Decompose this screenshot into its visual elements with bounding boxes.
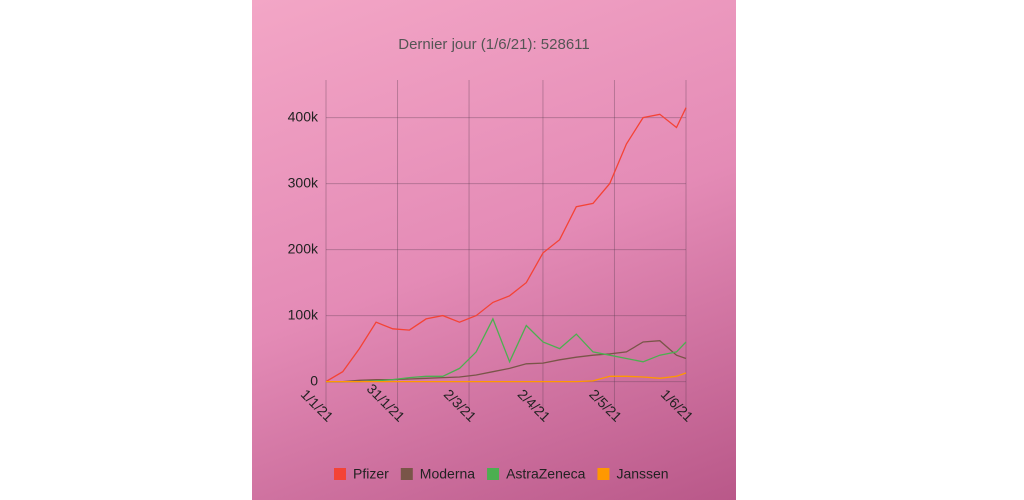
y-tick-label: 200k — [288, 240, 319, 256]
y-tick-label: 300k — [288, 174, 319, 190]
x-tick-label: 2/3/21 — [441, 386, 480, 425]
series-line — [326, 340, 687, 383]
phone-panel — [252, 0, 736, 500]
legend-label: Janssen — [616, 466, 668, 482]
x-tick-label: 31/1/21 — [364, 380, 408, 424]
x-tick-label: 1/6/21 — [658, 386, 697, 425]
legend-swatch — [487, 468, 500, 480]
x-tick-label: 2/5/21 — [586, 386, 625, 425]
y-tick-label: 0 — [310, 372, 318, 388]
series-line — [326, 372, 687, 383]
x-tick-label: 1/1/21 — [298, 386, 337, 425]
legend-swatch — [400, 468, 413, 480]
legend-label: Moderna — [420, 466, 475, 482]
legend-swatch — [597, 468, 610, 480]
y-tick-label: 100k — [288, 306, 319, 322]
y-tick-label: 400k — [288, 108, 319, 124]
chart-title: Dernier jour (1/6/21): 528611 — [398, 36, 590, 53]
x-tick-label: 2/4/21 — [515, 386, 554, 425]
series-line — [325, 107, 687, 383]
legend-swatch — [334, 468, 346, 480]
legend-label: AstraZeneca — [506, 466, 586, 482]
legend-label: Pfizer — [353, 466, 389, 482]
series-line — [326, 317, 687, 383]
